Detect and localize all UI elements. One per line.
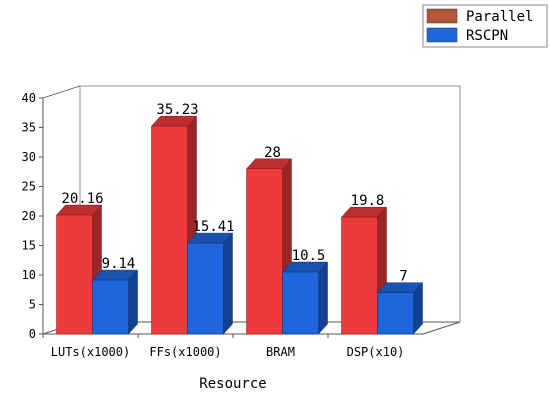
back-wall [79,85,461,322]
y-tick-label: 30 [22,150,36,164]
bar-front [246,168,283,335]
data-label: 35.23 [156,102,198,118]
y-tick-label: 40 [22,91,36,105]
bar-side [128,269,138,335]
legend-label: RSCPN [466,28,508,44]
bar-front [92,279,129,335]
bar-side [223,232,233,335]
y-tick-label: 15 [22,239,36,253]
x-tick-label: FFs(x1000) [149,345,221,359]
legend-swatch [426,27,458,43]
y-tick-label: 10 [22,268,36,282]
data-label: 15.41 [192,219,234,235]
bar [376,282,424,335]
bar-front [377,292,414,335]
bar [55,204,103,335]
y-tick-label: 20 [22,209,36,223]
bar [281,261,329,335]
bar-front [151,125,188,335]
bar [340,206,388,335]
x-tick-label: LUTs(x1000) [51,345,130,359]
x-tick-label: BRAM [266,345,295,359]
x-axis-ticks: LUTs(x1000) FFs(x1000) BRAM DSP(x10) [42,334,405,359]
side-wall-edge [42,85,81,99]
x-axis-title: Resource [199,376,266,392]
x-tick-label: DSP(x10) [347,345,405,359]
legend-swatch [426,8,458,24]
y-tick-label: 25 [22,180,36,194]
data-label: 7 [399,269,407,285]
y-tick-label: 5 [29,298,36,312]
legend: Parallel RSCPN [422,4,548,48]
data-label: 19.8 [351,193,385,209]
data-label: 10.5 [292,248,326,264]
y-tick-label: 0 [29,327,36,341]
bar-front [187,242,224,335]
data-label: 28 [264,145,281,161]
bar-front [56,214,93,335]
bar-front [341,216,378,335]
bar [91,269,139,335]
bar-front [282,271,319,335]
bar-side [318,261,328,335]
y-axis-ticks: 0 5 10 15 20 25 30 35 40 [22,91,43,341]
bar [186,232,234,335]
data-label: 20.16 [61,191,103,207]
bars: 20.16 9.14 35.23 15.41 28 10.5 19.8 7 [55,102,424,335]
legend-label: Parallel [466,9,533,25]
y-tick-label: 35 [22,121,36,135]
data-label: 9.14 [102,256,136,272]
